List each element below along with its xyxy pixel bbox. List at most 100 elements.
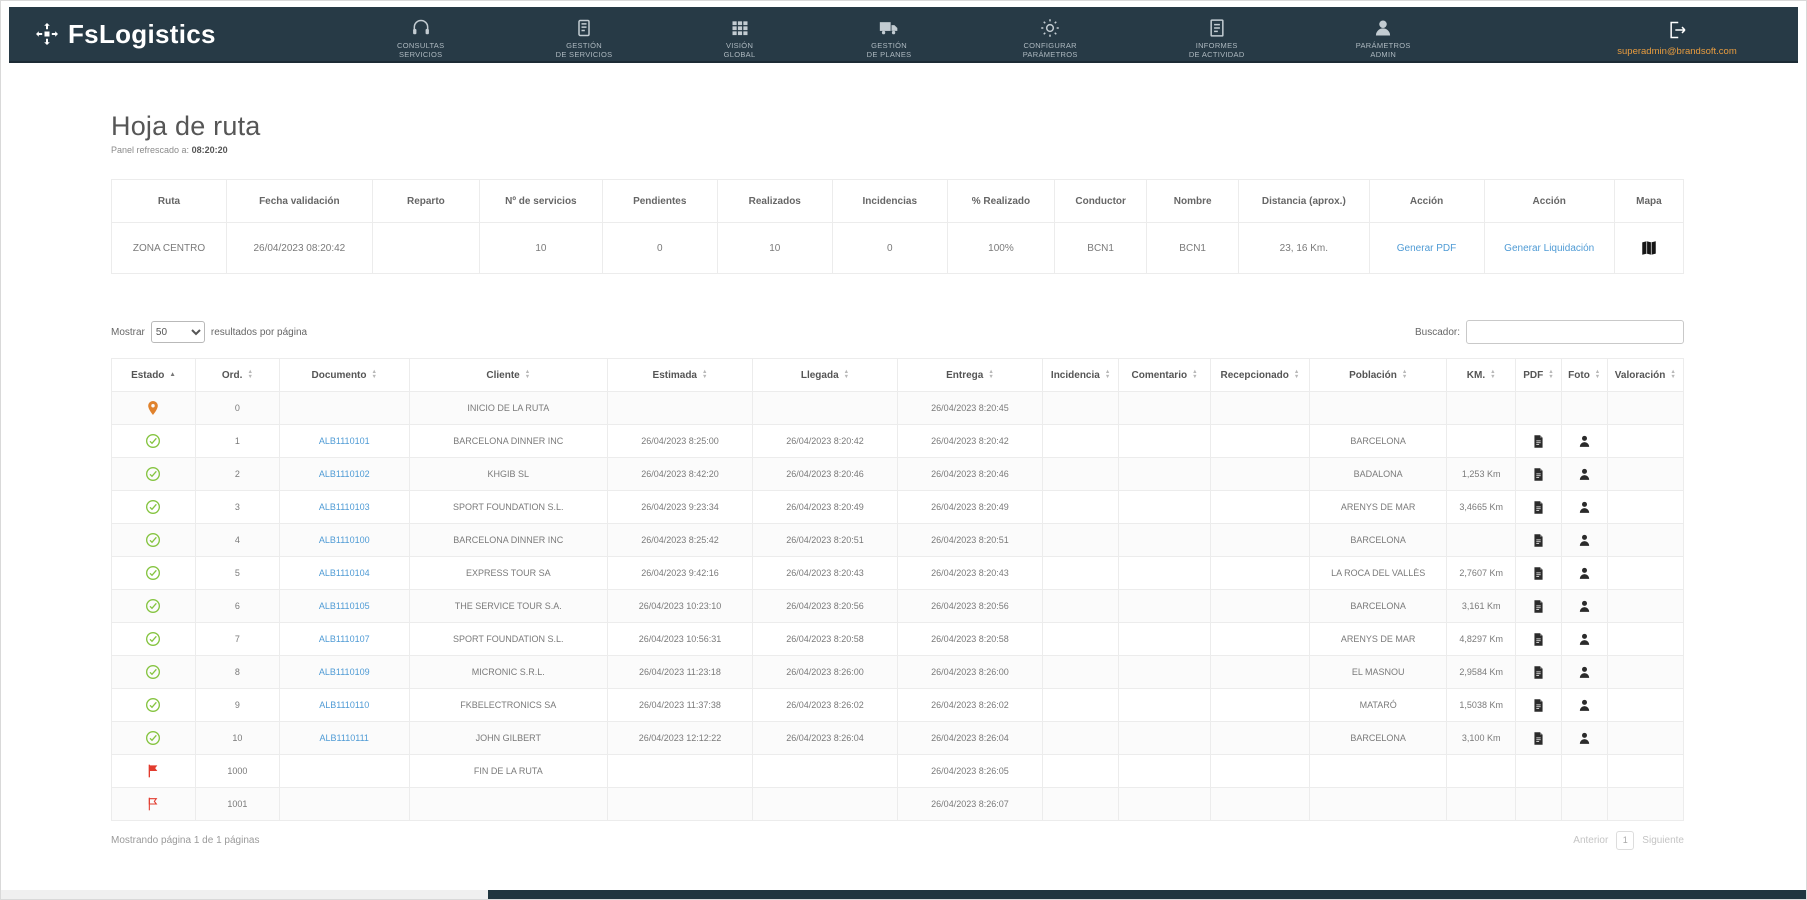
col-estimada[interactable]: Estimada ▲ ▼ [607,358,753,392]
client-cell: BARCELONA DINNER INC [408,523,609,557]
comment-cell [1118,622,1211,656]
rating-cell [1606,622,1685,656]
estimated-cell [607,391,753,425]
nav-item-informes-actividad[interactable]: INFORMES DE ACTIVIDAD [1189,18,1245,59]
col-recepcionado[interactable]: Recepcionado ▲ ▼ [1209,358,1311,392]
grid-icon [732,21,748,36]
pdf-icon[interactable] [1531,599,1546,614]
order-cell: 6 [194,589,280,623]
summary-header-row: Ruta Fecha validación Reparto Nº de serv… [110,179,1685,223]
document-cell: ALB1110110 [278,688,410,722]
delivery-cell: 26/04/2023 8:20:42 [896,424,1043,458]
document-link[interactable]: ALB1110103 [318,502,370,512]
col-poblacion[interactable]: Población ▲ ▼ [1309,358,1448,392]
city-cell: EL MASNOU [1309,655,1448,689]
document-link[interactable]: ALB1110101 [318,436,370,446]
photo-icon[interactable] [1577,698,1592,713]
col-documento[interactable]: Documento ▲ ▼ [278,358,410,392]
pdf-icon[interactable] [1531,467,1546,482]
status-cell [111,391,196,425]
next-page-button[interactable]: Siguiente [1642,835,1684,846]
photo-cell [1560,589,1608,623]
document-link[interactable]: ALB1110107 [318,634,370,644]
col-foto[interactable]: Foto ▲ ▼ [1560,358,1608,392]
refresh-time: 08:20:20 [191,145,228,155]
comment-cell [1118,721,1211,755]
status-cell [111,556,196,590]
photo-icon[interactable] [1577,566,1592,581]
photo-icon[interactable] [1577,500,1592,515]
km-cell [1446,523,1517,557]
client-cell: INICIO DE LA RUTA [408,391,609,425]
col-km[interactable]: KM. ▲ ▼ [1446,358,1517,392]
nav-item-gestion-planes[interactable]: GESTIÓN DE PLANES [867,18,912,59]
pdf-icon[interactable] [1531,665,1546,680]
nav-item-consultas-servicios[interactable]: CONSULTAS SERVICIOS [397,18,444,59]
flag-icon [149,764,158,778]
col-pendientes: Pendientes [601,179,718,223]
generar-pdf-link[interactable]: Generar PDF [1396,242,1457,254]
document-cell: ALB1110109 [278,655,410,689]
photo-icon[interactable] [1577,665,1592,680]
pdf-icon[interactable] [1531,731,1546,746]
nav-item-gestion-servicios[interactable]: GESTIÓN DE SERVICIOS [556,18,613,59]
generar-liquidacion-link[interactable]: Generar Liquidación [1504,242,1595,254]
photo-icon[interactable] [1577,731,1592,746]
user-email[interactable]: superadmin@brandsoft.com [1617,46,1737,57]
order-cell: 1 [194,424,280,458]
delivery-cell: 26/04/2023 8:20:56 [896,589,1043,623]
photo-icon[interactable] [1577,599,1592,614]
col-comentario[interactable]: Comentario ▲ ▼ [1118,358,1211,392]
pdf-icon[interactable] [1531,533,1546,548]
summary-row: ZONA CENTRO 26/04/2023 08:20:42 10 0 10 … [110,222,1685,274]
document-link[interactable]: ALB1110100 [318,535,370,545]
pdf-icon[interactable] [1531,698,1546,713]
nav-item-parametros-admin[interactable]: PARÁMETROS ADMIN [1356,18,1411,59]
col-llegada[interactable]: Llegada ▲ ▼ [751,358,898,392]
prev-page-button[interactable]: Anterior [1573,835,1609,846]
document-link[interactable]: ALB1110105 [318,601,370,611]
pdf-icon[interactable] [1531,434,1546,449]
table-row: 4 ALB1110100 BARCELONA DINNER INC 26/04/202… [111,523,1685,557]
received-cell [1209,523,1311,557]
order-cell: 1000 [194,754,280,788]
photo-cell [1560,556,1608,590]
col-pdf[interactable]: PDF ▲ ▼ [1515,358,1562,392]
current-page-button[interactable]: 1 [1616,831,1635,850]
pdf-icon[interactable] [1531,632,1546,647]
nav-item-vision-global[interactable]: VISIÓN GLOBAL [724,18,756,59]
pdf-icon[interactable] [1531,500,1546,515]
col-estado[interactable]: Estado ▲ [111,358,196,392]
photo-icon[interactable] [1577,632,1592,647]
col-ord[interactable]: Ord. ▲ ▼ [194,358,280,392]
pdf-icon[interactable] [1531,566,1546,581]
col-entrega[interactable]: Entrega ▲ ▼ [896,358,1043,392]
col-cliente[interactable]: Cliente ▲ ▼ [408,358,609,392]
photo-icon[interactable] [1577,467,1592,482]
status-cell [111,424,196,458]
page-size-select[interactable]: 50 [150,321,205,343]
document-link[interactable]: ALB1110104 [318,568,370,578]
nav-item-configurar-parametros[interactable]: CONFIGURAR PARÁMETROS [1023,18,1078,59]
search-input[interactable] [1466,320,1684,344]
col-nombre: Nombre [1146,179,1240,223]
document-link[interactable]: ALB1110110 [319,700,370,710]
estimated-cell: 26/04/2023 8:25:42 [607,523,753,557]
rating-cell [1606,688,1685,722]
client-cell: SPORT FOUNDATION S.L. [408,490,609,524]
received-cell [1209,424,1311,458]
app-logo[interactable]: FsLogistics [35,19,216,50]
arrival-cell: 26/04/2023 8:20:58 [751,622,898,656]
col-incidencia[interactable]: Incidencia ▲ ▼ [1041,358,1120,392]
photo-icon[interactable] [1577,434,1592,449]
col-valoracion[interactable]: Valoración ▲ ▼ [1606,358,1685,392]
document-link[interactable]: ALB1110102 [318,469,370,479]
nombre-value: BCN1 [1146,222,1240,274]
document-link[interactable]: ALB1110111 [319,733,369,743]
document-link[interactable]: ALB1110109 [318,667,370,677]
logout-icon[interactable] [1667,20,1687,40]
clipboard-icon [578,19,590,37]
photo-icon[interactable] [1577,533,1592,548]
pdf-cell [1515,424,1562,458]
map-button[interactable] [1640,241,1658,255]
